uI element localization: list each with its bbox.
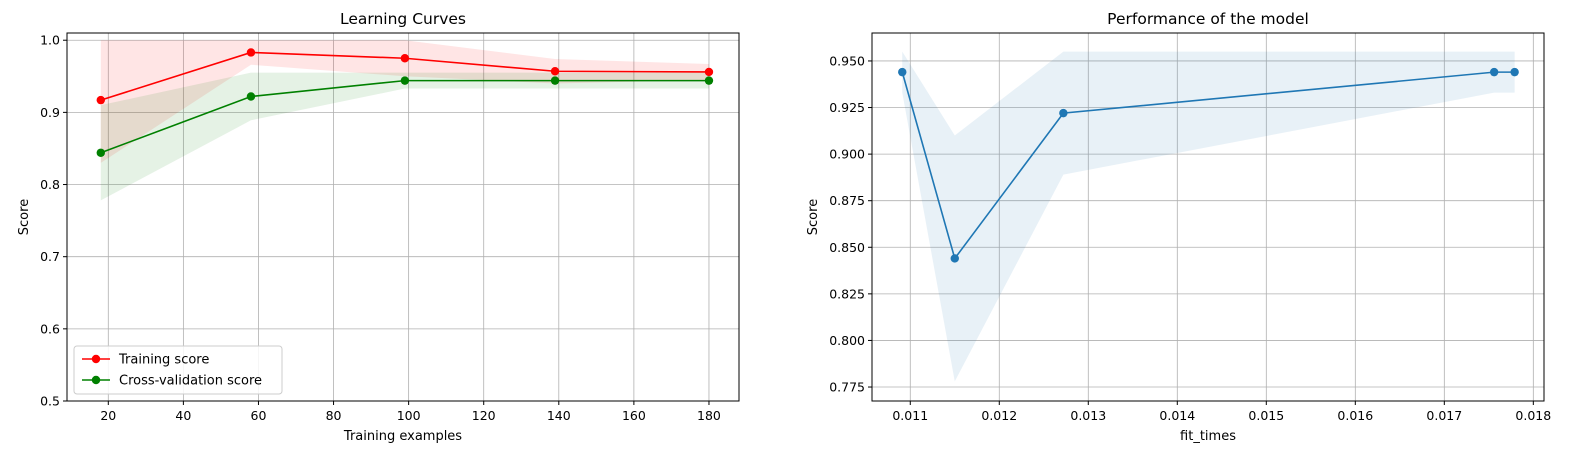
x-tick-label: 40	[175, 408, 191, 423]
confidence-band	[902, 51, 1515, 382]
data-point	[550, 67, 560, 76]
data-point	[550, 76, 560, 85]
y-tick-label: 1.0	[40, 33, 60, 48]
data-point	[1059, 108, 1068, 118]
legend-label: Cross-validation score	[119, 374, 262, 389]
x-tick-label: 80	[326, 408, 342, 423]
confidence-band	[100, 72, 709, 201]
data-point	[400, 54, 410, 63]
y-tick-label: 0.8	[40, 177, 60, 192]
data-point	[950, 254, 959, 263]
x-tick-label: 0.012	[981, 408, 1017, 423]
x-tick-label: 140	[547, 408, 571, 423]
x-axis-title: fit_times	[1180, 429, 1236, 444]
legend-swatch-marker	[91, 354, 101, 364]
y-tick-label: 0.850	[829, 240, 865, 255]
y-tick-label: 0.9	[40, 105, 60, 120]
x-tick-label: 0.013	[1070, 408, 1106, 423]
data-point	[400, 76, 410, 85]
x-tick-label: 120	[472, 408, 496, 423]
y-tick-label: 0.925	[829, 100, 865, 115]
y-tick-label: 0.7	[40, 249, 60, 264]
legend-swatch-marker	[91, 375, 101, 385]
axes-frame	[871, 32, 1545, 402]
data-point	[246, 48, 256, 57]
axes-frame	[66, 32, 740, 402]
x-tick-label: 160	[622, 408, 646, 423]
data-point	[704, 67, 714, 77]
x-tick-label: 0.017	[1426, 408, 1462, 423]
y-tick-label: 0.800	[829, 333, 865, 348]
y-tick-label: 0.900	[829, 147, 865, 162]
x-tick-label: 60	[251, 408, 267, 423]
legend-box	[73, 345, 283, 395]
x-tick-label: 0.015	[1248, 408, 1284, 423]
y-axis-title: Score	[17, 199, 32, 235]
data-point	[96, 95, 105, 105]
y-tick-label: 0.5	[40, 394, 60, 409]
data-point	[96, 148, 105, 157]
legend-label: Training score	[118, 353, 209, 368]
data-point	[1510, 67, 1519, 77]
model-performance-panel: 0.011 0.012 0.013 0.014 0.015 0.016 0.017 0.018…	[806, 10, 1551, 444]
y-tick-label: 0.825	[829, 286, 865, 301]
x-tick-label: 0.018	[1515, 408, 1551, 423]
data-point	[898, 67, 907, 77]
y-tick-label: 0.950	[829, 53, 865, 68]
y-axis-title: Score	[806, 199, 821, 235]
chart-title: Performance of the model	[1107, 10, 1309, 28]
data-point	[704, 76, 714, 85]
x-tick-label: 0.014	[1159, 408, 1195, 423]
chart-title: Learning Curves	[340, 10, 466, 28]
y-tick-label: 0.775	[829, 380, 865, 395]
x-tick-label: 0.011	[892, 408, 928, 423]
y-tick-label: 0.875	[829, 193, 865, 208]
learning-curves-panel: 20 40 60 80 100 120 140 160 180 0.5 0.6 0.7 0.8 0.9 1.…	[17, 10, 740, 444]
y-tick-label: 0.6	[40, 321, 60, 336]
x-axis-title: Training examples	[343, 429, 462, 444]
x-tick-label: 20	[100, 408, 116, 423]
x-tick-label: 0.016	[1337, 408, 1373, 423]
x-tick-label: 180	[697, 408, 721, 423]
x-tick-label: 100	[397, 408, 421, 423]
data-point	[1489, 67, 1499, 77]
data-point	[246, 92, 256, 101]
